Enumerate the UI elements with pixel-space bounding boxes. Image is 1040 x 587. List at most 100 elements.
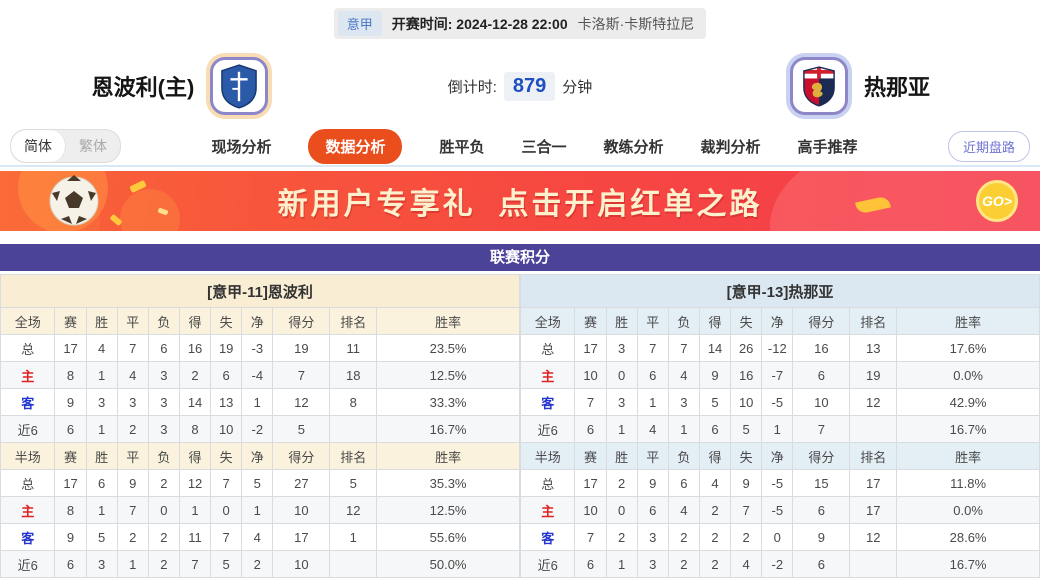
venue-name: 卡洛斯·卡斯特拉尼 [577,15,695,32]
stat-cell: 16.7% [896,415,1040,443]
stat-cell: 6 [636,361,669,389]
home-team-block: 恩波利(主) [0,57,360,115]
stat-cell: 9 [730,469,763,497]
tab-wdl[interactable]: 胜平负 [439,138,485,156]
row-label-away: 客 [519,523,576,551]
column-header: 负 [147,442,180,470]
column-header: 胜率 [376,307,520,335]
column-header: 排名 [329,307,378,335]
stat-cell: 3 [116,388,149,416]
row-label-home: 主 [519,496,576,524]
stat-cell: 13 [210,388,243,416]
stat-cell: 2 [698,550,732,578]
recent-trend-button[interactable]: 近期盘路 [947,130,1030,162]
column-header: 排名 [329,442,378,470]
column-header: 得分 [272,442,331,470]
row-label-recent: 近6 [519,415,576,443]
away-team-name: 热那亚 [863,75,930,100]
stat-cell: 3 [605,388,638,416]
stat-cell: 12 [849,388,898,416]
column-header: 平 [116,442,149,470]
stat-cell [329,550,378,578]
tab-live[interactable]: 现场分析 [211,138,272,156]
stat-cell: 11.8% [896,469,1040,497]
tab-expert[interactable]: 高手推荐 [797,138,858,156]
countdown-unit: 分钟 [562,78,593,96]
lang-simplified[interactable]: 简体 [11,130,66,162]
stat-cell: 2 [698,496,732,524]
column-header: 负 [667,307,700,335]
tab-coach[interactable]: 教练分析 [603,138,664,156]
stat-cell: 14 [698,334,732,362]
stat-cell: 10 [210,415,243,443]
stat-cell: 4 [667,496,700,524]
promo-banner[interactable]: 新用户专享礼 点击开启红单之路 GO> [0,171,1040,231]
row-label-home: 主 [0,361,56,389]
stat-cell: 3 [147,388,180,416]
stat-cell: 6 [792,496,851,524]
away-stats-table: [意甲-13]热那亚 全场赛胜平负得失净得分 排名 胜率总 17 3 7 7 14 26 -12 16… [519,271,1040,578]
stat-cell: 0.0% [896,361,1040,389]
tab-data[interactable]: 数据分析 [308,128,403,164]
stat-cell: 11 [178,523,212,551]
stat-cell: 1 [605,415,638,443]
column-header: 赛 [574,307,607,335]
stat-cell: 2 [241,550,274,578]
stat-cell: 28.6% [896,523,1040,551]
stat-cell: 1 [605,550,638,578]
stat-cell: 55.6% [376,523,520,551]
stat-cell: 6 [54,550,87,578]
stat-cell: 16 [178,334,212,362]
go-button[interactable]: GO> [976,180,1018,222]
column-header: 负 [147,307,180,335]
away-team-table-header: [意甲-13]热那亚 [520,274,1040,308]
stat-cell: 4 [116,361,149,389]
stat-cell: 16 [730,361,763,389]
stat-cell: 6 [574,550,607,578]
stat-cell: 18 [329,361,378,389]
stat-cell: 10 [792,388,851,416]
tab-referee[interactable]: 裁判分析 [700,138,761,156]
column-header: 赛 [54,307,87,335]
stat-cell: 4 [85,334,118,362]
table-row: 总 17 3 7 7 14 26 -12 16 13 17.6% [519,334,1040,362]
stat-cell: 9 [792,523,851,551]
column-header: 平 [636,442,669,470]
stat-cell: 17.6% [896,334,1040,362]
match-info-bar: 意甲 开赛时间: 2024-12-28 22:00 卡洛斯·卡斯特拉尼 [0,0,1040,39]
stat-cell: 6 [667,469,700,497]
stat-cell: 10 [272,550,331,578]
stat-cell: 8 [54,361,87,389]
tab-three-in-one[interactable]: 三合一 [521,138,567,156]
countdown: 倒计时: 879 分钟 [360,71,680,101]
stat-cell: 10 [730,388,763,416]
column-header: 胜 [605,307,638,335]
stat-cell: 1 [85,415,118,443]
row-label-home: 主 [519,361,576,389]
stat-cell: 7 [116,496,149,524]
stat-cell: 7 [574,523,607,551]
stat-cell: -5 [761,469,794,497]
column-header: 胜率 [896,442,1040,470]
stat-cell: 11 [329,334,378,362]
stat-cell: 5 [730,415,763,443]
column-header: 净 [241,307,274,335]
column-header: 胜率 [896,307,1040,335]
stat-cell: -12 [761,334,794,362]
stat-cell: 15 [792,469,851,497]
stat-cell: 42.9% [896,388,1040,416]
stat-cell: 2 [147,550,180,578]
stat-cell: 1 [241,388,274,416]
column-header: 半场 [519,442,576,470]
countdown-value: 879 [503,71,556,101]
stat-cell: 0 [605,361,638,389]
lang-traditional[interactable]: 繁体 [79,138,107,154]
column-header: 得 [178,307,212,335]
stat-cell [849,415,898,443]
row-label-recent: 近6 [519,550,576,578]
home-team-logo-icon [210,57,269,115]
stat-cell: 6 [792,361,851,389]
stat-cell: 1 [667,415,700,443]
row-label-away: 客 [0,388,56,416]
teams-row: 恩波利(主) 倒计时: 879 分钟 [0,45,1040,127]
